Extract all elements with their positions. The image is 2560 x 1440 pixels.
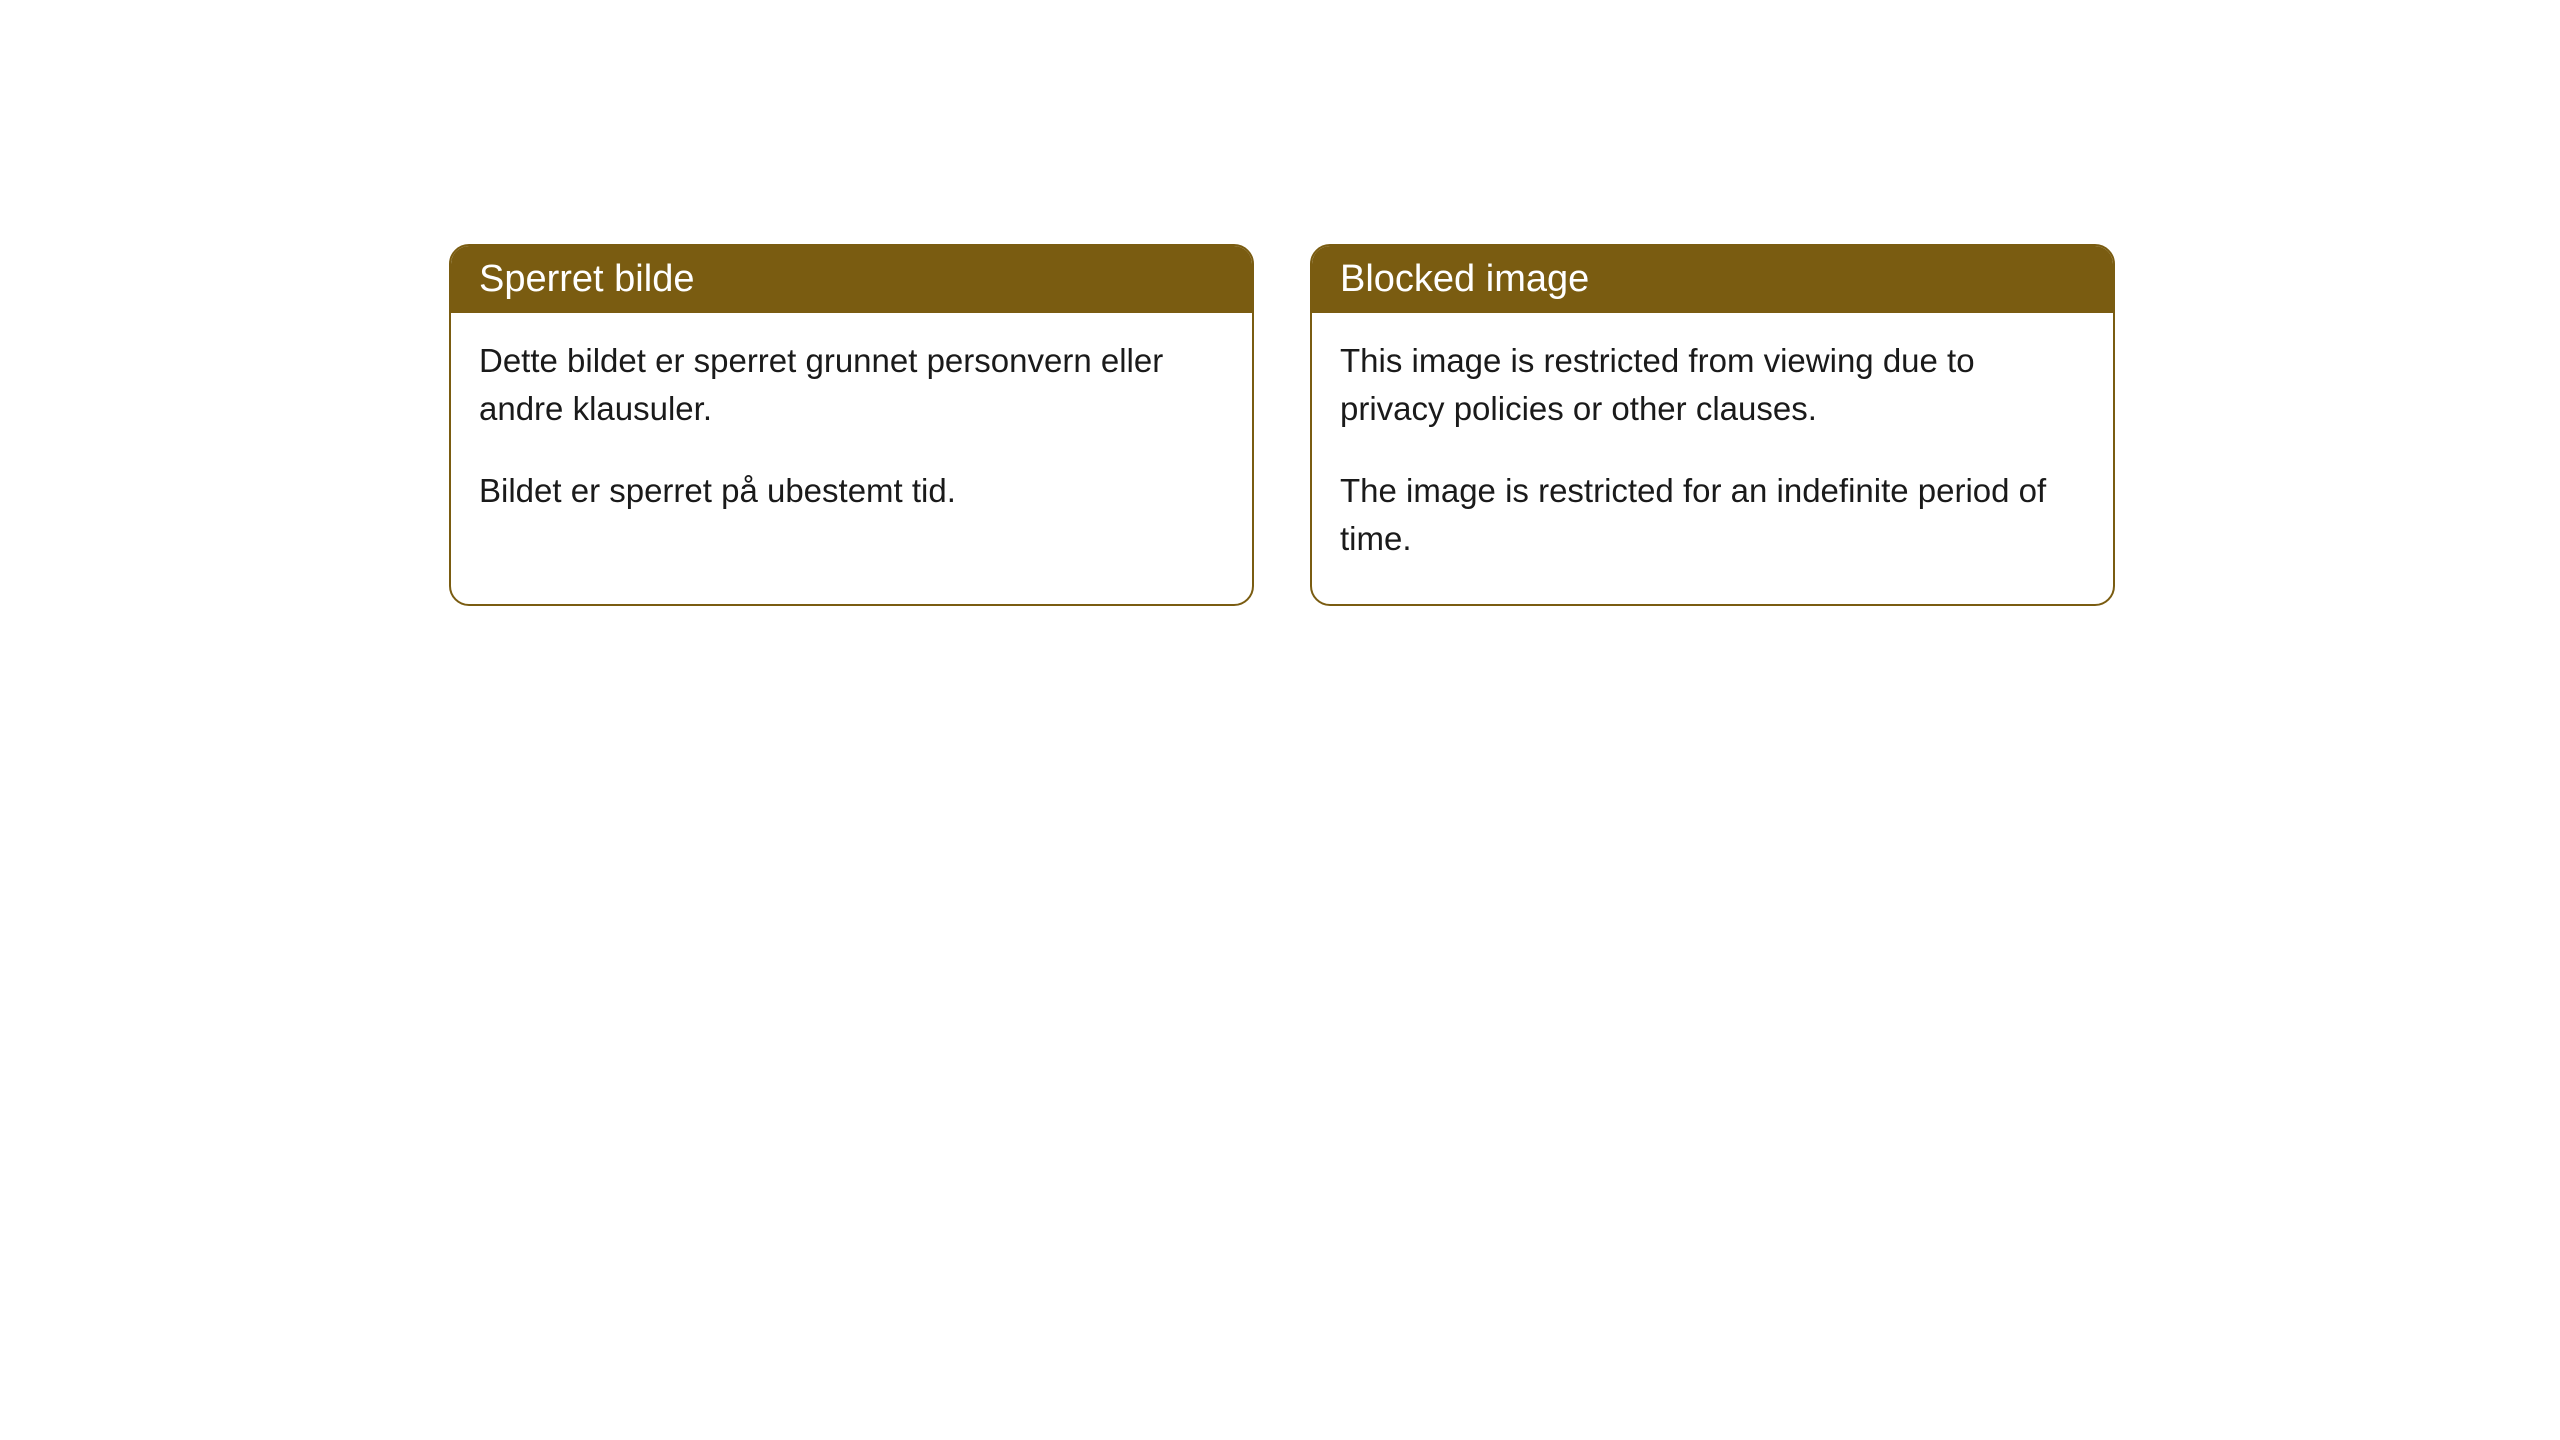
blocked-image-card-no: Sperret bilde Dette bildet er sperret gr… <box>449 244 1254 606</box>
card-header: Blocked image <box>1312 246 2113 313</box>
cards-container: Sperret bilde Dette bildet er sperret gr… <box>0 0 2560 606</box>
card-title: Sperret bilde <box>479 258 694 300</box>
card-body: Dette bildet er sperret grunnet personve… <box>451 313 1252 557</box>
card-paragraph: Bildet er sperret på ubestemt tid. <box>479 467 1224 515</box>
card-paragraph: This image is restricted from viewing du… <box>1340 337 2085 433</box>
card-paragraph: The image is restricted for an indefinit… <box>1340 467 2085 563</box>
card-header: Sperret bilde <box>451 246 1252 313</box>
card-title: Blocked image <box>1340 258 1589 300</box>
blocked-image-card-en: Blocked image This image is restricted f… <box>1310 244 2115 606</box>
card-body: This image is restricted from viewing du… <box>1312 313 2113 604</box>
card-paragraph: Dette bildet er sperret grunnet personve… <box>479 337 1224 433</box>
